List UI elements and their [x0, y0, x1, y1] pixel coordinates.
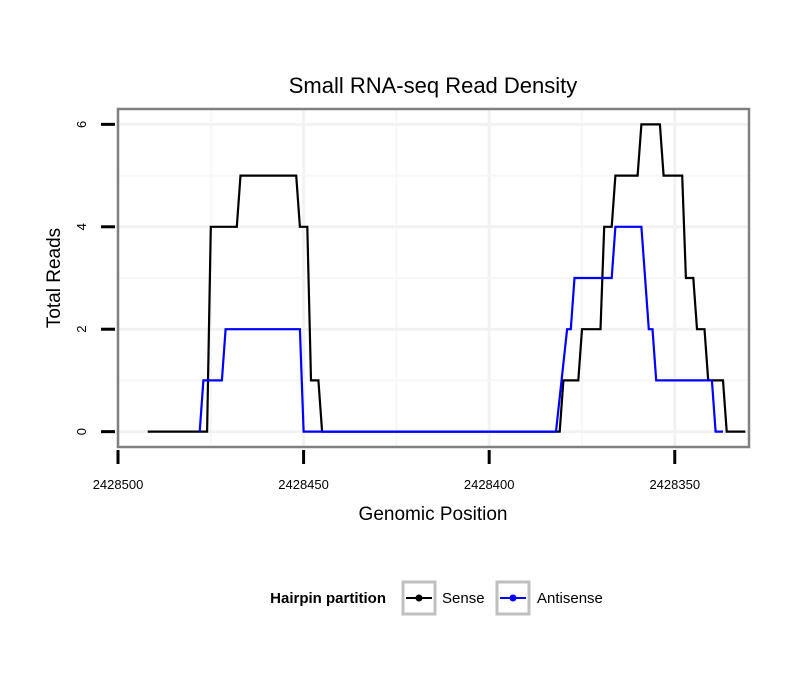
legend-key-point	[509, 594, 517, 602]
legend-item-sense: Sense	[401, 580, 485, 616]
legend-key-box	[495, 580, 531, 616]
series-line-antisense	[198, 225, 723, 433]
y-tick-label: 4	[74, 223, 89, 230]
y-tick-label: 6	[74, 121, 89, 128]
data-series	[147, 123, 746, 433]
x-tick-label: 2428500	[93, 477, 144, 492]
series-line-sense	[147, 123, 746, 433]
x-axis: 2428500 2428450 2428400 2428350	[93, 450, 700, 492]
y-axis: 0 2 4 6	[74, 121, 115, 435]
grid-lines	[116, 109, 749, 447]
legend-item-antisense: Antisense	[495, 580, 603, 616]
x-tick-label: 2428400	[464, 477, 515, 492]
y-tick-label: 2	[74, 326, 89, 333]
legend-key-point	[415, 594, 423, 602]
x-axis-title: Genomic Position	[359, 504, 508, 525]
legend-key-box	[401, 580, 437, 616]
legend-title: Hairpin partition	[270, 590, 386, 607]
y-tick-label: 0	[74, 428, 89, 435]
x-tick-label: 2428350	[649, 477, 700, 492]
chart-title: Small RNA-seq Read Density	[289, 73, 578, 98]
plot-panel-border	[116, 107, 751, 449]
y-axis-title: Total Reads	[44, 228, 65, 328]
legend-label-antisense: Antisense	[537, 590, 603, 607]
x-tick-label: 2428450	[278, 477, 329, 492]
legend: Hairpin partition Sense Antisense	[270, 580, 603, 616]
legend-label-sense: Sense	[442, 590, 485, 607]
